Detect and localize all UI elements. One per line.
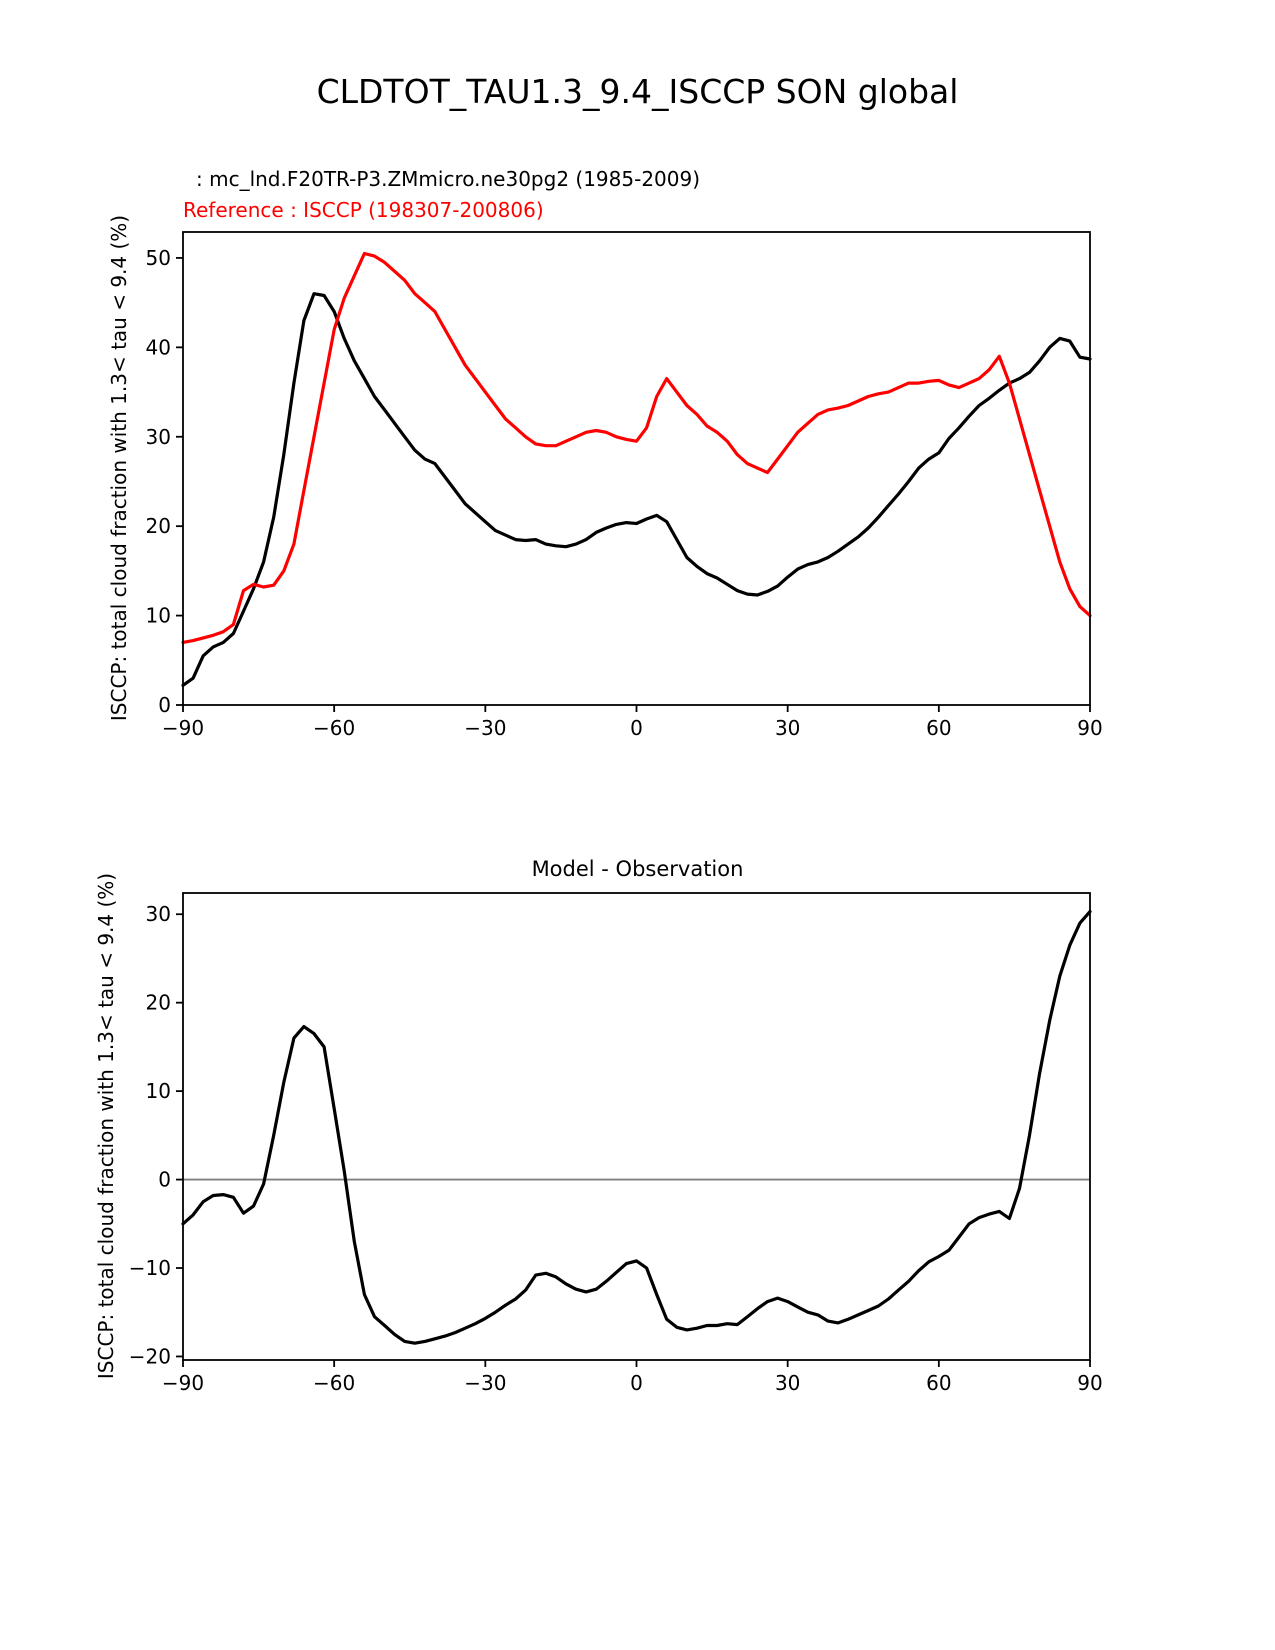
y-tick-label: 30: [146, 425, 171, 449]
x-tick-label: −90: [162, 1371, 204, 1395]
y-tick-label: −10: [130, 1256, 171, 1280]
x-tick-label: 60: [926, 1371, 951, 1395]
y-tick-label: 20: [146, 991, 171, 1015]
reference-line: [181, 251, 1092, 644]
model-line: [181, 292, 1092, 687]
plot-frame: [182, 892, 1091, 1361]
top-chart-canvas: −90 −60 −30 0 30 60 90 0 10 20 30 40 50: [146, 231, 1103, 740]
x-tick-label: 0: [630, 1371, 643, 1395]
y-tick-label: 20: [146, 514, 171, 538]
y-tick-label: −20: [130, 1344, 171, 1368]
y-tick-label: 30: [146, 902, 171, 926]
x-tick-label: −30: [464, 1371, 506, 1395]
model-run-label: : mc_lnd.F20TR-P3.ZMmicro.ne30pg2 (1985-…: [196, 167, 701, 191]
x-tick-label: −60: [313, 716, 355, 740]
difference-line: [181, 910, 1092, 1345]
x-tick-label: −30: [464, 716, 506, 740]
bottom-chart-ylabel: ISCCP: total cloud fraction with 1.3< ta…: [94, 872, 118, 1380]
x-tick-label: −60: [313, 1371, 355, 1395]
y-tick-label: 0: [158, 693, 171, 717]
y-tick-label: 10: [146, 1079, 171, 1103]
x-tick-label: 60: [926, 716, 951, 740]
reference-label: Reference : ISCCP (198307-200806): [183, 198, 544, 222]
bottom-chart-title: Model - Observation: [531, 857, 744, 881]
y-tick-label: 40: [146, 335, 171, 359]
bottom-chart-canvas: −90 −60 −30 0 30 60 90 −20 −10 0 10 20 30: [130, 892, 1103, 1395]
y-tick-label: 10: [146, 604, 171, 628]
x-tick-label: 30: [775, 1371, 800, 1395]
y-tick-label: 50: [146, 246, 171, 270]
x-tick-label: 90: [1077, 1371, 1102, 1395]
x-tick-label: 90: [1077, 716, 1102, 740]
x-tick-label: −90: [162, 716, 204, 740]
x-tick-label: 30: [775, 716, 800, 740]
figure-title: CLDTOT_TAU1.3_9.4_ISCCP SON global: [316, 72, 959, 111]
x-tick-label: 0: [630, 716, 643, 740]
y-tick-label: 0: [158, 1168, 171, 1192]
top-chart-ylabel: ISCCP: total cloud fraction with 1.3< ta…: [107, 214, 131, 722]
plot-frame: [182, 231, 1091, 706]
